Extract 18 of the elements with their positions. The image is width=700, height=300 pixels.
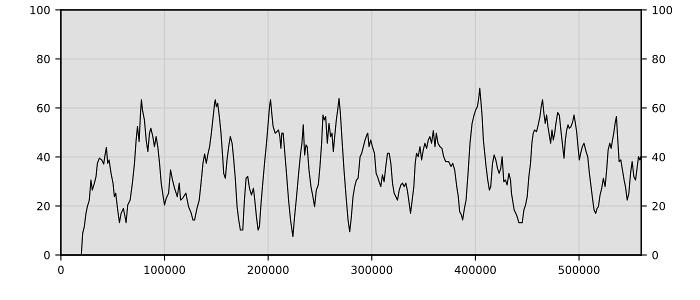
x-tick-label: 400000 <box>454 266 496 274</box>
y-tick-label: 60 <box>37 104 50 112</box>
y2-tick-label: 80 <box>652 54 666 64</box>
x-tick-label: 100000 <box>144 266 185 274</box>
x-tick-label: 500000 <box>558 266 600 274</box>
y2-tick-label: 60 <box>652 104 666 112</box>
y-tick-label: 40 <box>36 152 50 162</box>
x-tick-label: 0 <box>58 266 64 274</box>
y-tick-label: 20 <box>37 202 50 210</box>
y2-tick-label: 100 <box>652 6 672 14</box>
y-tick-label: 100 <box>30 6 50 14</box>
y-tick-label: 80 <box>37 54 50 64</box>
y-tick-label: 0 <box>44 250 50 260</box>
y2-tick-label: 40 <box>652 152 666 162</box>
x-tick-label: 300000 <box>351 266 392 274</box>
x-tick-label: 200000 <box>248 266 289 274</box>
y2-tick-label: 20 <box>652 202 666 210</box>
y2-tick-label: 0 <box>652 250 658 260</box>
